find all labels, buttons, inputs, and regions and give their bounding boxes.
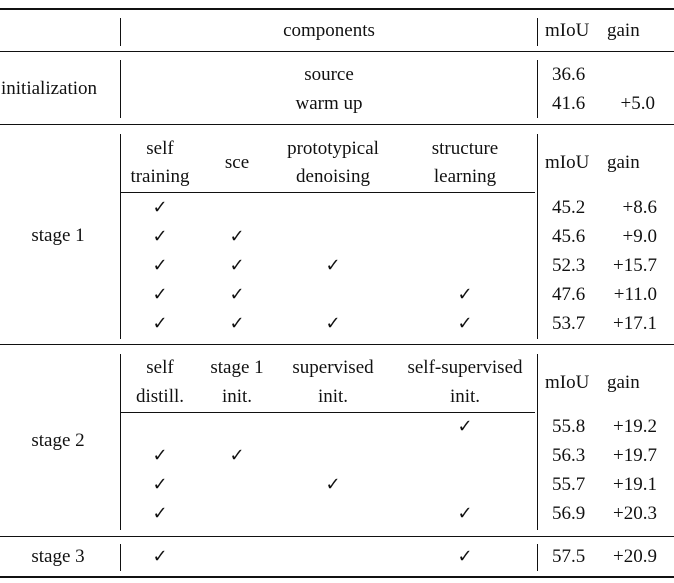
stage3-vline-left: [120, 544, 121, 571]
stage3-vline-right: [537, 544, 538, 571]
init-warmup-miou: 41.6: [552, 93, 586, 114]
bottom-rule: [0, 576, 674, 578]
stage3-row-miou: 57.5: [552, 546, 586, 567]
stage1-row-miou: 45.2: [552, 197, 586, 218]
stage2-check-icon: ✓: [152, 503, 168, 524]
stage2-row-gain: +19.2: [613, 416, 657, 437]
stage2-col1-line2: distill.: [135, 386, 185, 407]
stage1-vline-left: [120, 134, 121, 339]
stage1-row-gain: +9.0: [622, 226, 657, 247]
stage2-row-gain: +20.3: [613, 503, 657, 524]
stage1-subheader-rule: [121, 192, 535, 193]
stage2-rule: [0, 536, 674, 537]
stage1-check-icon: ✓: [325, 255, 341, 276]
init-vline-left: [120, 60, 121, 118]
header-vline-right: [537, 18, 538, 46]
stage1-col3-line1: prototypical: [287, 138, 379, 159]
stage2-check-icon: ✓: [152, 445, 168, 466]
stage2-check-icon: ✓: [325, 474, 341, 495]
stage2-row-miou: 55.7: [552, 474, 586, 495]
components-header: components: [283, 20, 375, 41]
stage1-rule: [0, 344, 674, 345]
stage3-check-icon: ✓: [457, 546, 473, 567]
stage2-row-miou: 55.8: [552, 416, 586, 437]
stage1-check-icon: ✓: [152, 255, 168, 276]
stage1-check-icon: ✓: [152, 313, 168, 334]
stage2-col2-line1: stage 1: [210, 357, 264, 378]
stage1-row-gain: +8.6: [622, 197, 657, 218]
stage1-check-icon: ✓: [325, 313, 341, 334]
stage2-col2-line2: init.: [221, 386, 253, 407]
init-vline-right: [537, 60, 538, 118]
init-source-label: source: [304, 64, 354, 85]
stage2-check-icon: ✓: [152, 474, 168, 495]
stage1-col1-line1: self: [146, 138, 174, 159]
initialization-label: initialization: [1, 78, 98, 99]
stage1-col3-line2: denoising: [296, 166, 370, 187]
stage1-check-icon: ✓: [152, 226, 168, 247]
stage1-gain-header: gain: [607, 152, 640, 173]
stage2-miou-header: mIoU: [545, 372, 590, 393]
stage1-check-icon: ✓: [457, 313, 473, 334]
stage2-col4-line1: self-supervised: [407, 357, 523, 378]
stage2-check-icon: ✓: [457, 503, 473, 524]
stage3-row-gain: +20.9: [613, 546, 657, 567]
stage1-row-miou: 45.6: [552, 226, 586, 247]
stage1-row-miou: 53.7: [552, 313, 586, 334]
stage1-row-miou: 52.3: [552, 255, 586, 276]
stage3-check-icon: ✓: [152, 546, 168, 567]
stage1-col2-line1: sce: [224, 152, 250, 173]
stage2-vline-right: [537, 354, 538, 530]
stage1-check-icon: ✓: [229, 226, 245, 247]
stage1-col4-line2: learning: [433, 166, 497, 187]
stage3-label: stage 3: [31, 546, 85, 567]
init-rule: [0, 124, 674, 125]
stage2-row-gain: +19.1: [613, 474, 657, 495]
init-warmup-gain: +5.0: [620, 93, 655, 114]
top-rule: [0, 8, 674, 10]
stage1-row-gain: +15.7: [613, 255, 657, 276]
stage1-check-icon: ✓: [229, 313, 245, 334]
stage2-col3-line1: supervised: [292, 357, 374, 378]
stage1-check-icon: ✓: [229, 284, 245, 305]
header-rule: [0, 51, 674, 52]
stage1-check-icon: ✓: [152, 284, 168, 305]
stage1-check-icon: ✓: [152, 197, 168, 218]
stage1-check-icon: ✓: [457, 284, 473, 305]
stage1-miou-header: mIoU: [545, 152, 590, 173]
stage1-vline-right: [537, 134, 538, 339]
header-vline-left: [120, 18, 121, 46]
stage2-row-miou: 56.3: [552, 445, 586, 466]
init-source-miou: 36.6: [552, 64, 586, 85]
stage2-label: stage 2: [31, 430, 85, 451]
stage1-check-icon: ✓: [229, 255, 245, 276]
stage1-col4-line1: structure: [431, 138, 499, 159]
stage2-row-gain: +19.7: [613, 445, 657, 466]
stage2-subheader-rule: [121, 412, 535, 413]
stage2-gain-header: gain: [607, 372, 640, 393]
stage2-vline-left: [120, 354, 121, 530]
stage1-row-gain: +11.0: [613, 284, 657, 305]
miou-header: mIoU: [545, 20, 590, 41]
stage1-label: stage 1: [31, 225, 85, 246]
stage2-check-icon: ✓: [229, 445, 245, 466]
stage2-col1-line1: self: [146, 357, 174, 378]
stage1-row-gain: +17.1: [613, 313, 657, 334]
stage2-col4-line2: init.: [449, 386, 481, 407]
stage2-col3-line2: init.: [317, 386, 349, 407]
stage1-row-miou: 47.6: [552, 284, 586, 305]
stage2-row-miou: 56.9: [552, 503, 586, 524]
stage2-check-icon: ✓: [457, 416, 473, 437]
stage1-col1-line2: training: [130, 166, 190, 187]
init-warmup-label: warm up: [295, 93, 363, 114]
gain-header: gain: [607, 20, 640, 41]
